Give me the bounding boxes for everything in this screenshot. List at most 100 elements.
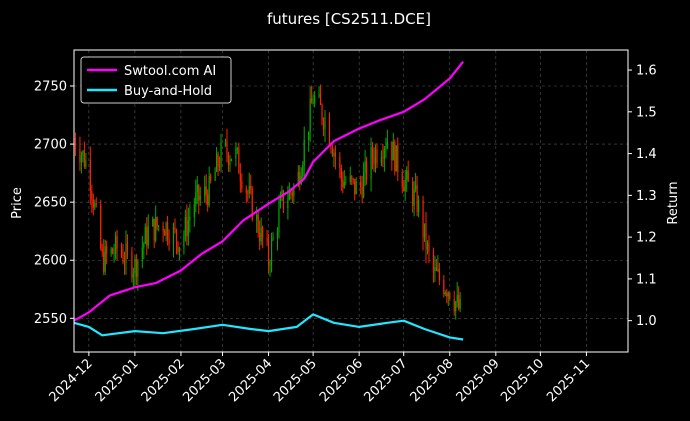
candle-body-2 [79,148,81,163]
candle-body-130 [343,182,345,188]
candle-body-4 [82,150,84,156]
candle-body-56 [189,216,191,221]
legend: Swtool.com AI Buy-and-Hold [80,56,232,104]
candle-body-50 [177,242,179,253]
candle-body-132 [349,176,351,182]
candle-body-27 [131,251,133,278]
candle-body-152 [391,141,393,161]
candle-body-15 [104,246,106,272]
candle-body-75 [229,160,231,166]
candle-body-97 [276,232,279,238]
candle-body-160 [406,170,408,180]
candle-body-34 [144,226,146,244]
chart-title: futures [CS2511.DCE] [267,10,431,28]
candle-body-66 [210,175,212,181]
candle-body-96 [272,237,274,240]
candle-body-101 [282,190,285,209]
candle-body-29 [134,258,136,274]
candle-body-87 [256,214,258,220]
candle-body-89 [259,233,261,242]
candle-body-169 [425,223,427,250]
candle-body-70 [218,166,221,168]
candle-body-73 [226,141,228,155]
candle-body-141 [365,160,368,180]
candle-body-175 [437,268,439,271]
candle-body-98 [278,207,280,233]
candle-body-45 [166,222,169,240]
candle-body-121 [324,117,326,130]
candle-body-126 [334,152,337,157]
candle-body-88 [257,214,259,234]
candle-body-184 [456,295,458,302]
candle-body-3 [80,155,83,163]
candle-body-31 [137,260,139,278]
candle-body-48 [174,227,176,230]
candle-body-62 [204,186,206,196]
candle-body-179 [446,292,448,297]
candle-body-168 [423,223,426,238]
candle-body-142 [370,147,372,180]
return-lines [73,61,464,341]
candle-body-61 [199,195,201,201]
legend-label-strategy: Swtool.com AI [124,64,216,79]
candle-body-118 [319,94,322,106]
y-axis-label-right: Return [666,181,681,224]
candle-body-14 [103,251,105,272]
candle-body-157 [401,172,403,187]
candle-body-182 [453,299,455,312]
candle-body-23 [122,254,124,263]
candle-body-155 [395,145,397,172]
y-tick-label-2: 2650 [34,196,67,211]
candle-body-64 [207,194,209,206]
candle-body-114 [311,98,313,104]
candle-body-80 [239,173,241,181]
candle-body-65 [208,175,210,206]
candle-body-117 [318,94,320,97]
candle-body-5 [83,150,85,167]
candle-body-33 [143,243,145,249]
candle-body-180 [447,292,449,297]
y-tick-label-1: 2600 [34,254,67,269]
candle-body-156 [397,145,399,173]
candle-body-135 [354,178,356,195]
candle-body-139 [363,172,365,198]
candle-body-150 [385,147,387,150]
candle-body-147 [380,157,383,163]
candle-body-119 [321,105,323,121]
candle-body-99 [279,197,282,208]
candle-body-63 [205,186,207,195]
candle-body-178 [444,292,446,295]
candle-body-74 [227,154,230,166]
candle-body-82 [245,188,247,193]
legend-box [80,56,232,104]
candle-body-79 [238,148,240,174]
candle-body-1 [74,138,77,149]
candle-body-136 [355,181,357,195]
candle-body-138 [361,186,363,198]
candle-body-164 [415,185,417,190]
candle-body-49 [175,229,178,243]
candle-body-143 [371,147,374,159]
candle-body-158 [403,186,405,192]
candle-body-92 [266,238,268,242]
candle-body-125 [333,152,335,156]
candle-body-58 [195,192,197,205]
candle-body-94 [269,265,271,266]
candle-body-7 [89,159,91,192]
candle-body-137 [360,181,362,187]
candle-body-38 [153,218,155,241]
candle-body-172 [432,251,435,272]
candle-body-102 [287,199,289,209]
candle-body-71 [220,142,222,167]
candle-body-133 [351,176,353,179]
y-axis-left: 2550 2600 2650 2700 2750 [34,80,74,327]
candle-body-12 [100,204,102,249]
candle-body-85 [250,185,252,189]
y-axis-right: 1.0 1.1 1.2 1.3 1.4 1.5 1.6 [628,64,657,329]
candle-body-16 [106,246,108,254]
candle-body-17 [110,248,112,254]
candle-body-18 [112,248,114,254]
candle-body-163 [413,189,415,206]
candle-body-86 [251,188,253,220]
